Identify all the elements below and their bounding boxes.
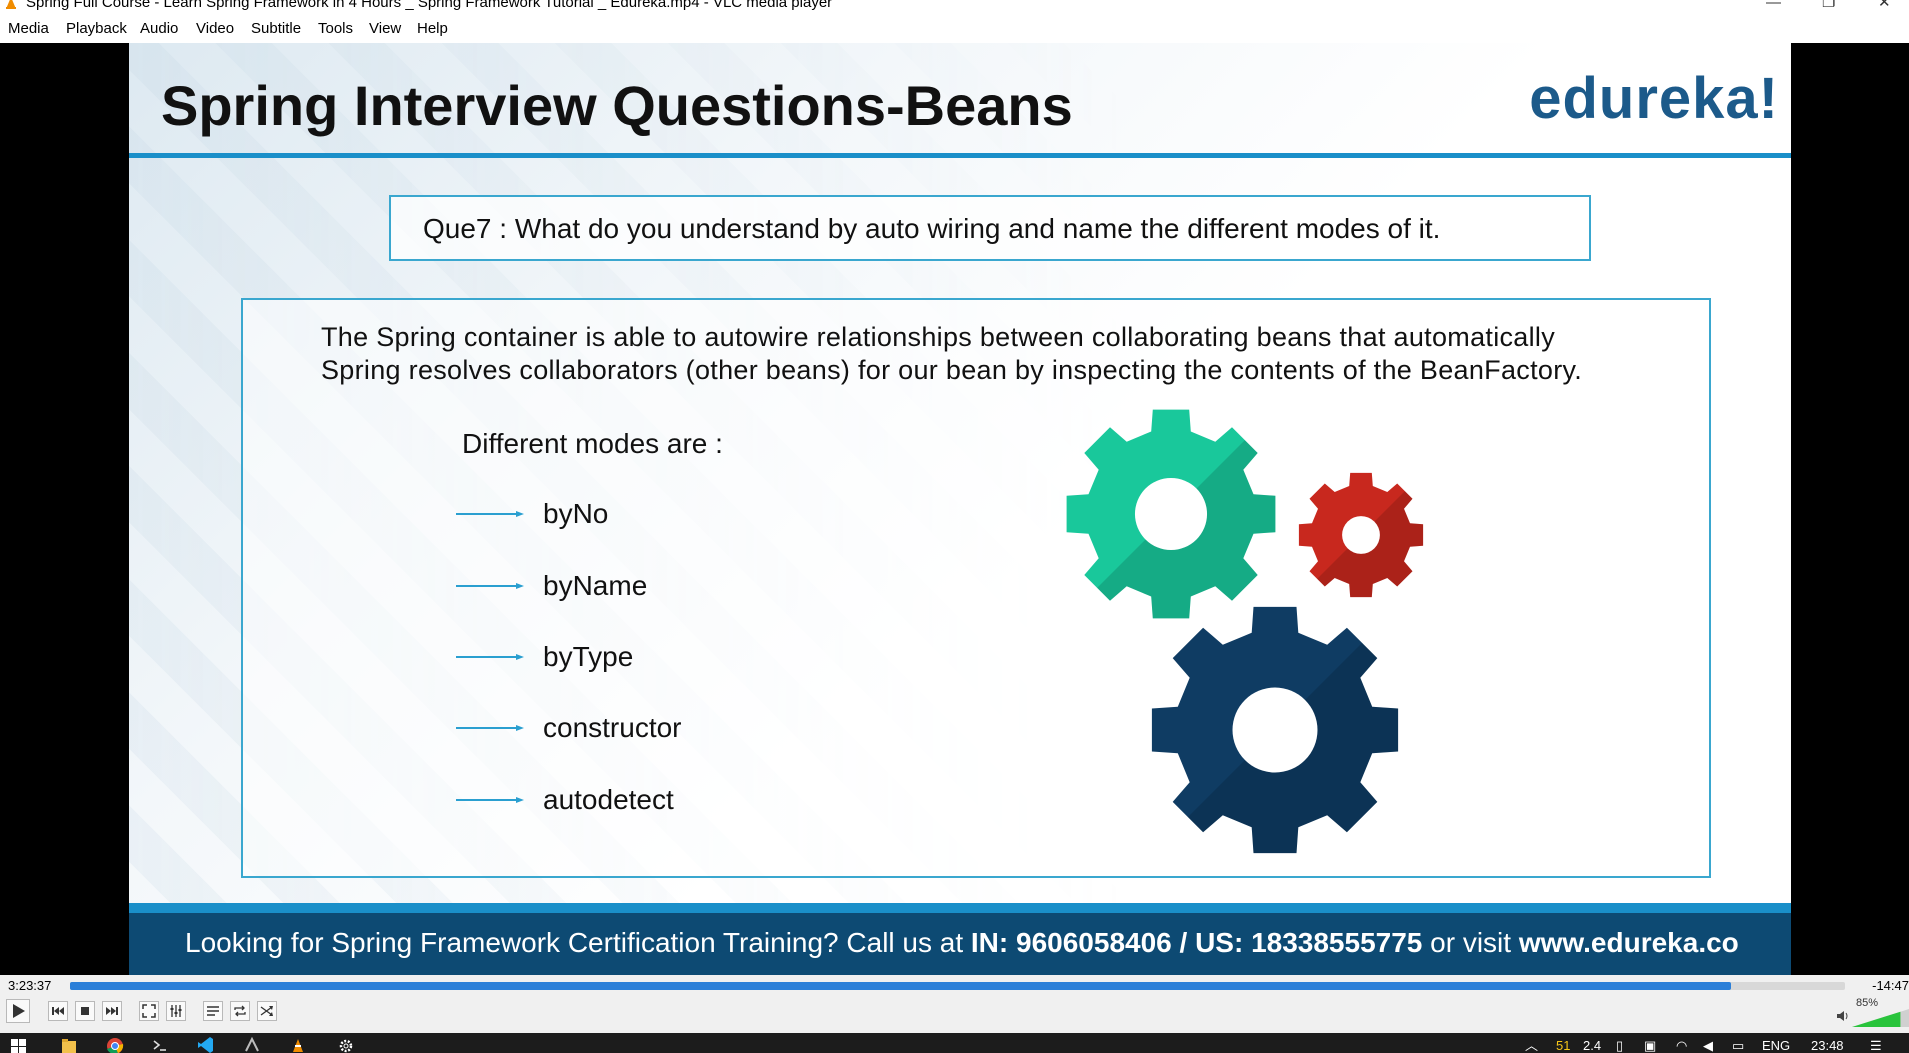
- question-box: Que7 : What do you understand by auto wi…: [389, 195, 1591, 261]
- tray-device-icon[interactable]: ▯: [1616, 1038, 1624, 1053]
- mode-label-bytype: byType: [543, 641, 634, 672]
- banner-text: Looking for Spring Framework Certificati…: [185, 927, 1739, 959]
- arrow-icon: [456, 725, 524, 731]
- edureka-logo: edureka!: [1529, 66, 1779, 131]
- windows-taskbar: ︿ 51 2.4 ▯ ▣ ◠ ◀ ▭ ENG 23:48 ☰: [0, 1033, 1909, 1053]
- file-explorer-icon[interactable]: [60, 1035, 78, 1053]
- play-button[interactable]: [6, 999, 30, 1023]
- mode-label-autodetect: autodetect: [543, 784, 674, 815]
- volume-slider[interactable]: [1852, 1009, 1909, 1027]
- fullscreen-icon: [142, 1004, 156, 1018]
- mode-label-constructor: constructor: [543, 712, 682, 743]
- player-controls: 3:23:37 -14:47 85%: [0, 975, 1909, 1033]
- remaining-time[interactable]: -14:47: [1872, 978, 1909, 993]
- arrow-icon: [456, 654, 524, 660]
- loop-button[interactable]: [230, 1001, 250, 1021]
- stop-icon: [81, 1007, 89, 1015]
- banner-site: www.edureka.co: [1518, 927, 1739, 958]
- slide: Spring Interview Questions-Beans edureka…: [129, 43, 1791, 975]
- shuffle-button[interactable]: [257, 1001, 277, 1021]
- menu-audio[interactable]: Audio: [140, 20, 179, 37]
- title-bar: Spring Full Course - Learn Spring Framew…: [0, 0, 1909, 13]
- clock[interactable]: 23:48: [1811, 1038, 1844, 1053]
- tray-number-2: 2.4: [1583, 1038, 1602, 1053]
- menu-bar: Media Playback Audio Video Subtitle Tool…: [0, 13, 1909, 43]
- speaker-icon[interactable]: ◀: [1703, 1038, 1713, 1053]
- tray-chevron-icon[interactable]: ︿: [1525, 1038, 1539, 1053]
- restore-button[interactable]: ❐: [1822, 0, 1836, 11]
- banner-prefix: Looking for Spring Framework Certificati…: [185, 927, 971, 958]
- tray-app-icon[interactable]: ▣: [1644, 1038, 1657, 1053]
- previous-button[interactable]: [48, 1001, 68, 1021]
- shuffle-icon: [260, 1006, 273, 1016]
- menu-media[interactable]: Media: [8, 20, 49, 37]
- vlc-icon[interactable]: [289, 1035, 307, 1053]
- arrow-icon: [456, 797, 524, 803]
- app-icon[interactable]: [243, 1035, 261, 1053]
- volume-icon: [1837, 1011, 1848, 1021]
- menu-help[interactable]: Help: [417, 20, 448, 37]
- tray-number-1: 51: [1556, 1038, 1571, 1053]
- mode-label-byno: byNo: [543, 498, 609, 529]
- red-gear-icon: [1298, 472, 1424, 598]
- stop-button[interactable]: [75, 1001, 95, 1021]
- terminal-icon[interactable]: [151, 1035, 169, 1053]
- previous-icon: [52, 1007, 64, 1015]
- volume-percent: 85%: [1856, 997, 1879, 1009]
- chrome-icon[interactable]: [106, 1035, 124, 1053]
- extended-settings-icon: [170, 1005, 182, 1017]
- modes-heading: Different modes are :: [462, 428, 723, 459]
- seek-progress: [70, 982, 1732, 990]
- video-area[interactable]: Spring Interview Questions-Beans edureka…: [0, 43, 1909, 975]
- close-button[interactable]: ✕: [1878, 0, 1891, 11]
- banner-phone: IN: 9606058406 / US: 18338555775: [970, 927, 1423, 958]
- title-divider: [129, 153, 1791, 158]
- menu-video[interactable]: Video: [196, 20, 235, 37]
- vlc-icon: [6, 0, 16, 9]
- menu-tools[interactable]: Tools: [318, 20, 354, 37]
- window-title: Spring Full Course - Learn Spring Framew…: [26, 0, 833, 11]
- notifications-icon[interactable]: ☰: [1870, 1038, 1882, 1053]
- mode-label-byname: byName: [543, 570, 648, 601]
- next-button[interactable]: [102, 1001, 122, 1021]
- answer-line-2: Spring resolves collaborators (other bea…: [321, 355, 1583, 385]
- answer-box: The Spring container is able to autowire…: [241, 298, 1711, 878]
- play-icon: [13, 1004, 25, 1018]
- fullscreen-button[interactable]: [139, 1001, 159, 1021]
- battery-icon[interactable]: ▭: [1732, 1038, 1745, 1053]
- playlist-icon: [207, 1006, 219, 1016]
- language-indicator[interactable]: ENG: [1762, 1038, 1791, 1053]
- arrow-icon: [456, 583, 524, 589]
- arrow-icon: [456, 511, 524, 517]
- volume-control[interactable]: 85%: [1834, 997, 1909, 1027]
- menu-subtitle[interactable]: Subtitle: [251, 20, 302, 37]
- wifi-icon[interactable]: ◠: [1676, 1038, 1688, 1053]
- menu-view[interactable]: View: [369, 20, 402, 37]
- banner-middle: or visit: [1422, 927, 1519, 958]
- windows-start-icon[interactable]: [10, 1035, 28, 1053]
- menu-playback[interactable]: Playback: [66, 20, 127, 37]
- next-icon: [106, 1007, 118, 1015]
- banner-stripe: [129, 903, 1791, 913]
- playlist-button[interactable]: [203, 1001, 223, 1021]
- settings-icon[interactable]: [337, 1035, 355, 1053]
- vscode-icon[interactable]: [197, 1035, 215, 1053]
- extended-settings-button[interactable]: [166, 1001, 186, 1021]
- promo-banner: Looking for Spring Framework Certificati…: [129, 903, 1791, 975]
- loop-icon: [234, 1005, 246, 1017]
- answer-line-1: The Spring container is able to autowire…: [321, 322, 1556, 352]
- slide-title: Spring Interview Questions-Beans: [161, 74, 1073, 137]
- question-text: Que7 : What do you understand by auto wi…: [423, 213, 1441, 244]
- green-gear-icon: [1066, 409, 1276, 619]
- elapsed-time: 3:23:37: [8, 978, 52, 993]
- navy-gear-icon: [1151, 606, 1399, 854]
- minimize-button[interactable]: —: [1766, 0, 1781, 11]
- seek-bar[interactable]: [70, 982, 1845, 990]
